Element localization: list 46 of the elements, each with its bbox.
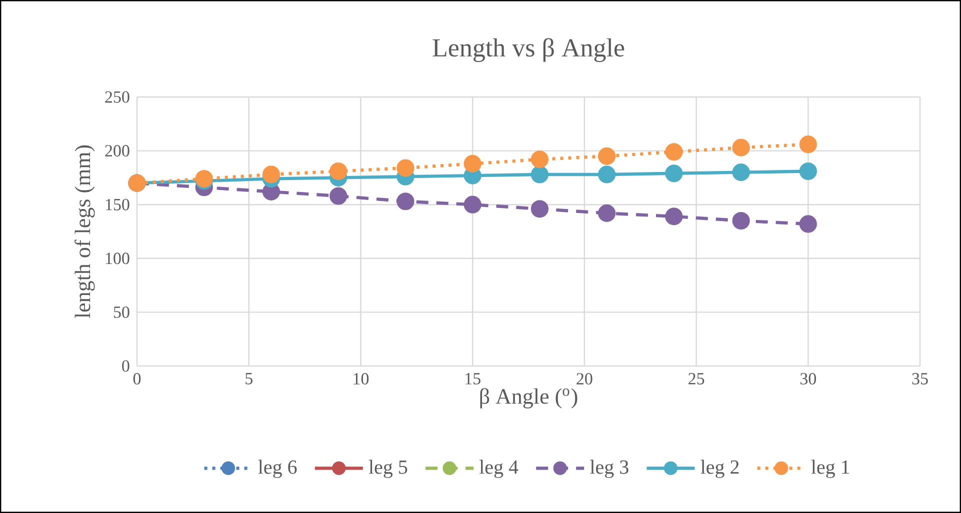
- legend-label: leg 3: [590, 460, 628, 478]
- point: [799, 215, 817, 233]
- point: [799, 162, 817, 180]
- point: [799, 136, 817, 154]
- point: [330, 162, 348, 180]
- point: [530, 166, 548, 184]
- point: [665, 208, 683, 226]
- x-tick-label: 20: [576, 373, 592, 384]
- point: [530, 150, 548, 168]
- point: [598, 147, 616, 165]
- legend-label: leg 4: [479, 460, 518, 478]
- point: [665, 164, 683, 182]
- point: [732, 164, 750, 182]
- y-tick-label: 250: [105, 91, 130, 103]
- y-tick-label: 200: [105, 145, 130, 157]
- x-tick-label: 15: [466, 373, 480, 384]
- chart-title: Length vs β Angle: [432, 38, 624, 62]
- x-tick-label: 25: [688, 373, 704, 384]
- point: [732, 138, 750, 156]
- point: [330, 187, 348, 205]
- point: [665, 143, 683, 161]
- x-tick-label: 0: [133, 373, 141, 384]
- x-tick-label: 30: [800, 373, 816, 384]
- x-tick-label: 5: [246, 373, 252, 384]
- y-tick-label: 150: [106, 198, 130, 210]
- y-tick-label: 50: [114, 306, 130, 318]
- y-tick-label: 0: [122, 360, 130, 372]
- y-tick-label: 100: [106, 252, 130, 264]
- point: [732, 212, 750, 230]
- point: [262, 166, 280, 184]
- point: [195, 170, 213, 188]
- legend-label: leg 6: [258, 460, 297, 478]
- legend-label: leg 2: [700, 460, 739, 478]
- point: [464, 196, 482, 214]
- legend-label: leg 1: [811, 460, 850, 478]
- x-axis-title: β Angle ($^{o}$): [480, 388, 578, 408]
- point: [598, 204, 616, 222]
- point: [396, 159, 414, 177]
- x-tick-label: 35: [912, 373, 928, 384]
- legend-label: leg 5: [368, 460, 408, 478]
- point: [396, 192, 414, 210]
- point: [530, 200, 548, 218]
- point: [598, 166, 616, 184]
- x-tick-label: 10: [354, 373, 369, 384]
- point: [464, 154, 482, 173]
- y-axis-title: length of legs (mm): [74, 145, 95, 318]
